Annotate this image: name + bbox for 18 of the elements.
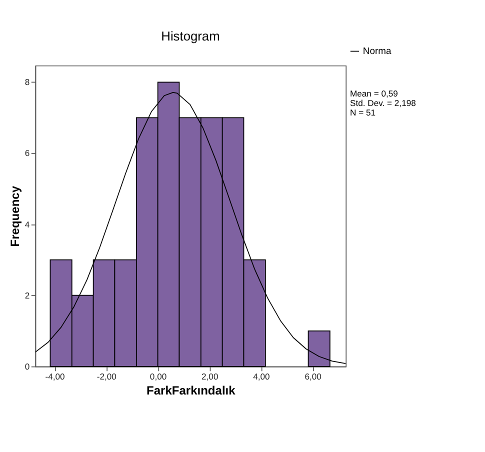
y-tick-label: 2 — [24, 290, 30, 300]
x-axis-title: FarkFarkındalık — [146, 383, 236, 398]
x-tick-label: 6,00 — [304, 372, 322, 382]
text: N = 51 — [350, 107, 376, 118]
text: Std. Dev. = 2,198 — [350, 98, 416, 108]
x-tick-label: 0,00 — [150, 372, 167, 382]
y-tick-label: 4 — [24, 219, 30, 230]
y-tick-label: 6 — [24, 148, 30, 158]
x-tick-label: 4,00 — [253, 372, 270, 382]
legend-label: Norma — [362, 46, 392, 57]
chart-title: Histogram — [161, 28, 220, 44]
x-tick-label: 2,00 — [202, 372, 218, 382]
y-tick-label: 8 — [24, 77, 30, 88]
y-tick-label: 0 — [24, 361, 30, 372]
x-tick-label: -4,00 — [45, 372, 66, 382]
y-axis-title: Frequency — [8, 186, 22, 247]
x-tick-label: -2,00 — [96, 372, 117, 382]
text: Mean = 0,59 — [350, 88, 398, 98]
